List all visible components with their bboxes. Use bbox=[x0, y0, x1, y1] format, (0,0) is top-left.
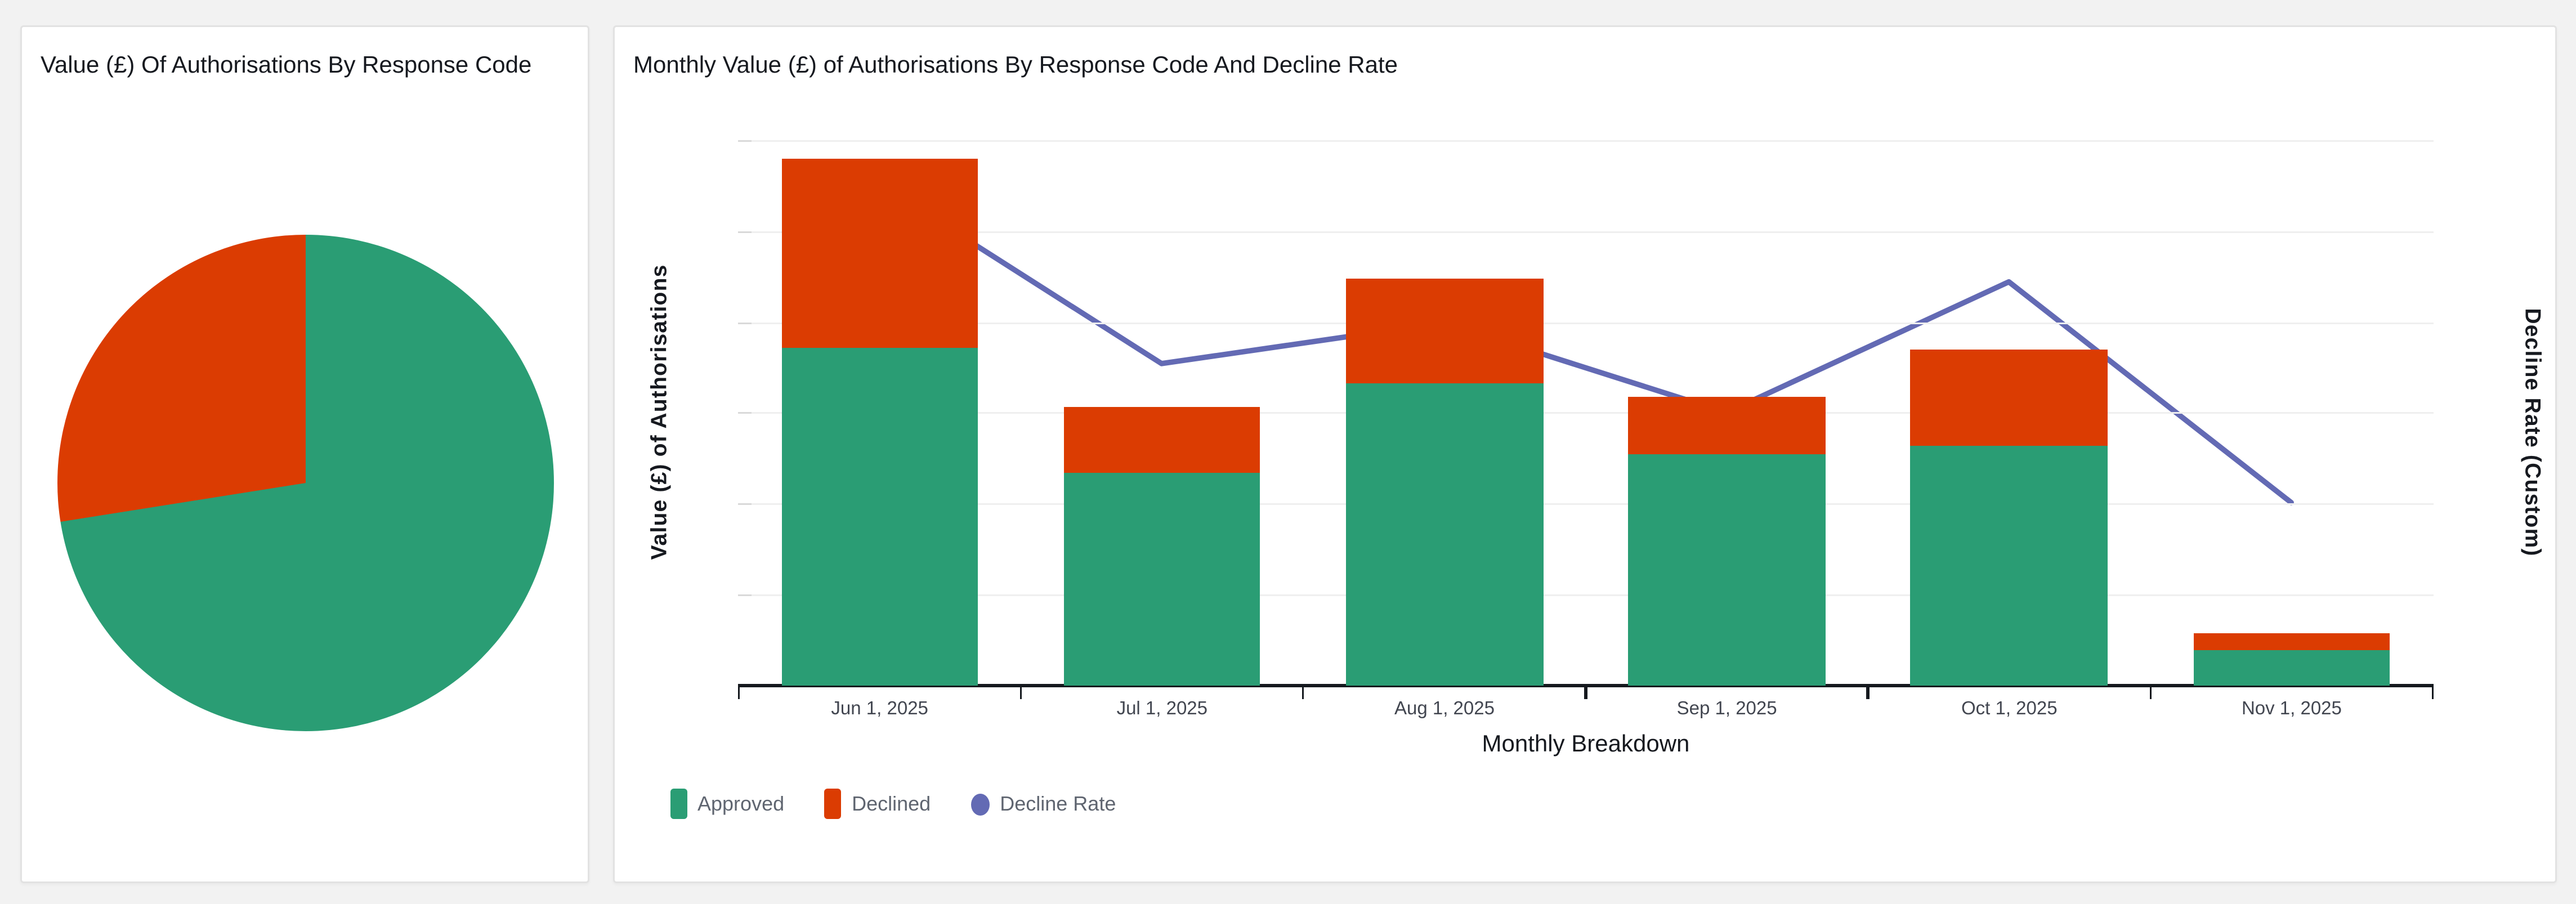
bar-segment-approved[interactable] bbox=[1345, 382, 1544, 686]
x-tick-label: Jun 1, 2025 bbox=[831, 699, 928, 719]
y-axis-tick bbox=[738, 594, 752, 596]
bar-segment-approved[interactable] bbox=[1063, 472, 1261, 686]
x-axis-tick bbox=[2431, 685, 2435, 699]
bar-segment-approved[interactable] bbox=[1911, 445, 2108, 686]
y-axis-tick bbox=[738, 140, 752, 142]
y-axis-tick bbox=[738, 231, 752, 233]
combo-plot-area: Jun 1, 2025 Jul 1, 2025 Aug 1, 2025 Sep 1, … bbox=[737, 140, 2435, 719]
y-axis-tick bbox=[738, 413, 752, 415]
decline-rate-line-layer bbox=[876, 181, 2295, 505]
x-axis-tick bbox=[1867, 685, 1870, 699]
x-axis-tick bbox=[737, 685, 740, 699]
gridline bbox=[738, 413, 2433, 415]
legend-item-approved[interactable]: Approved bbox=[670, 789, 784, 819]
bar-segment-declined[interactable] bbox=[1063, 407, 1261, 473]
bar-segment-declined[interactable] bbox=[2193, 633, 2390, 650]
bar-segment-declined[interactable] bbox=[781, 159, 978, 347]
y-axis-tick bbox=[738, 321, 752, 324]
x-tick-label: Jul 1, 2025 bbox=[1116, 699, 1208, 719]
legend-label: Decline Rate bbox=[1000, 792, 1116, 816]
x-axis-tick bbox=[2149, 685, 2152, 699]
x-tick-label: Sep 1, 2025 bbox=[1676, 699, 1777, 719]
bar-segment-declined[interactable] bbox=[1345, 279, 1544, 383]
bar-segment-approved[interactable] bbox=[1628, 453, 1826, 686]
gridline bbox=[738, 321, 2433, 324]
x-tick-label: Aug 1, 2025 bbox=[1394, 699, 1495, 719]
legend-label: Approved bbox=[697, 792, 785, 816]
pie-panel-title: Value (£) Of Authorisations By Response … bbox=[41, 51, 532, 78]
legend-square-swatch bbox=[825, 789, 842, 819]
x-tick-label: Nov 1, 2025 bbox=[2241, 699, 2342, 719]
gridline bbox=[738, 231, 2433, 233]
x-axis-tick bbox=[1584, 685, 1587, 699]
y-axis-tick bbox=[738, 503, 752, 505]
gridline bbox=[738, 503, 2433, 505]
x-axis-tick bbox=[1019, 685, 1022, 699]
decline-rate-line[interactable] bbox=[876, 181, 2295, 505]
pie-chart-panel: Value (£) Of Authorisations By Response … bbox=[20, 25, 589, 883]
gridline bbox=[738, 594, 2433, 596]
bar-segment-declined[interactable] bbox=[1911, 350, 2108, 446]
combo-chart-panel: Monthly Value (£) of Authorisations By R… bbox=[613, 25, 2557, 883]
y2-axis-title: Decline Rate (Custom) bbox=[2520, 308, 2546, 557]
pie-chart[interactable] bbox=[57, 235, 554, 731]
legend-item-decline-rate[interactable]: Decline Rate bbox=[971, 792, 1116, 816]
x-axis-title: Monthly Breakdown bbox=[1482, 730, 1690, 757]
legend-circle-swatch bbox=[971, 793, 990, 815]
legend-label: Declined bbox=[852, 792, 931, 816]
combo-panel-title: Monthly Value (£) of Authorisations By R… bbox=[633, 51, 1398, 78]
legend-item-declined[interactable]: Declined bbox=[825, 789, 931, 819]
legend-square-swatch bbox=[670, 789, 687, 819]
bar-segment-approved[interactable] bbox=[2193, 650, 2390, 686]
legend: Approved Declined Decline Rate bbox=[670, 789, 1116, 819]
x-tick-label: Oct 1, 2025 bbox=[1961, 699, 2058, 719]
y-axis-title: Value (£) of Authorisations bbox=[646, 264, 672, 560]
gridline bbox=[738, 140, 2433, 142]
x-axis-tick bbox=[1302, 685, 1305, 699]
bar-segment-approved[interactable] bbox=[781, 347, 978, 686]
bar-segment-declined[interactable] bbox=[1628, 396, 1826, 454]
